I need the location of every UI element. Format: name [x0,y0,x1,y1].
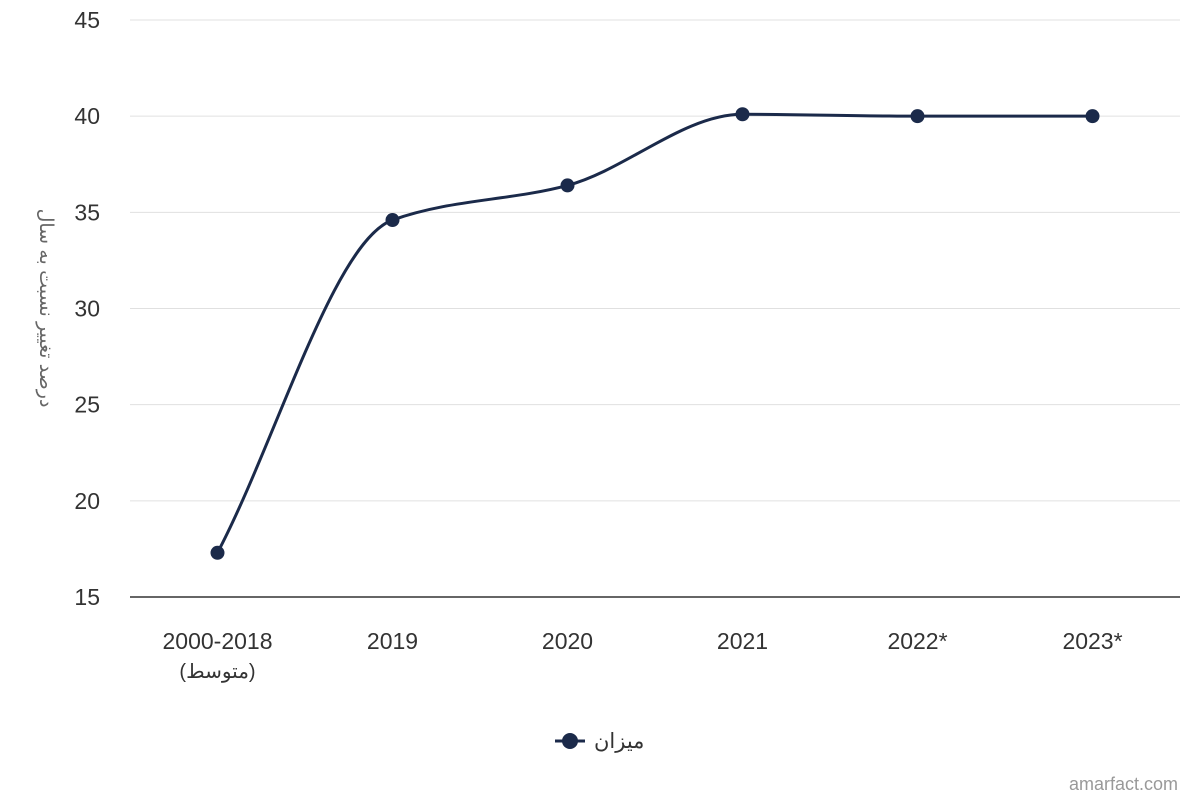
series-line [216,112,1093,554]
legend-label[interactable]: میزان [594,730,644,753]
data-point[interactable] [1085,109,1100,124]
y-axis-ticks: 15 20 25 30 35 40 45 [74,7,100,610]
x-tick-sublabel: (متوسط) [179,661,255,683]
gridlines [130,19,1180,598]
data-point[interactable] [385,213,400,228]
x-tick-label: 2021 [717,628,768,654]
x-tick-label: 2022* [887,628,947,654]
series-layer [210,107,1100,560]
credit-text[interactable]: amarfact.com [1069,774,1178,794]
data-point[interactable] [735,107,750,122]
y-tick-label: 15 [74,584,100,610]
data-point[interactable] [910,109,925,124]
x-tick-label: 2019 [367,628,418,654]
x-tick-label: 2000-2018 [163,628,273,654]
y-tick-label: 45 [74,7,100,33]
x-axis-ticks: 2000-2018 (متوسط) 2019 2020 2021 2022* 2023* [163,628,1123,683]
y-axis-label: درصد تغییر نسبت به سال [35,209,56,408]
y-tick-label: 25 [74,392,100,418]
x-tick-label: 2020 [542,628,593,654]
data-point[interactable] [210,545,225,560]
y-tick-label: 40 [74,103,100,129]
legend-marker-icon [562,733,578,749]
y-tick-label: 20 [74,488,100,514]
x-tick-label: 2023* [1062,628,1122,654]
data-point[interactable] [560,178,575,193]
y-tick-label: 30 [74,296,100,322]
legend[interactable]: میزان [555,730,644,753]
y-tick-label: 35 [74,199,100,225]
